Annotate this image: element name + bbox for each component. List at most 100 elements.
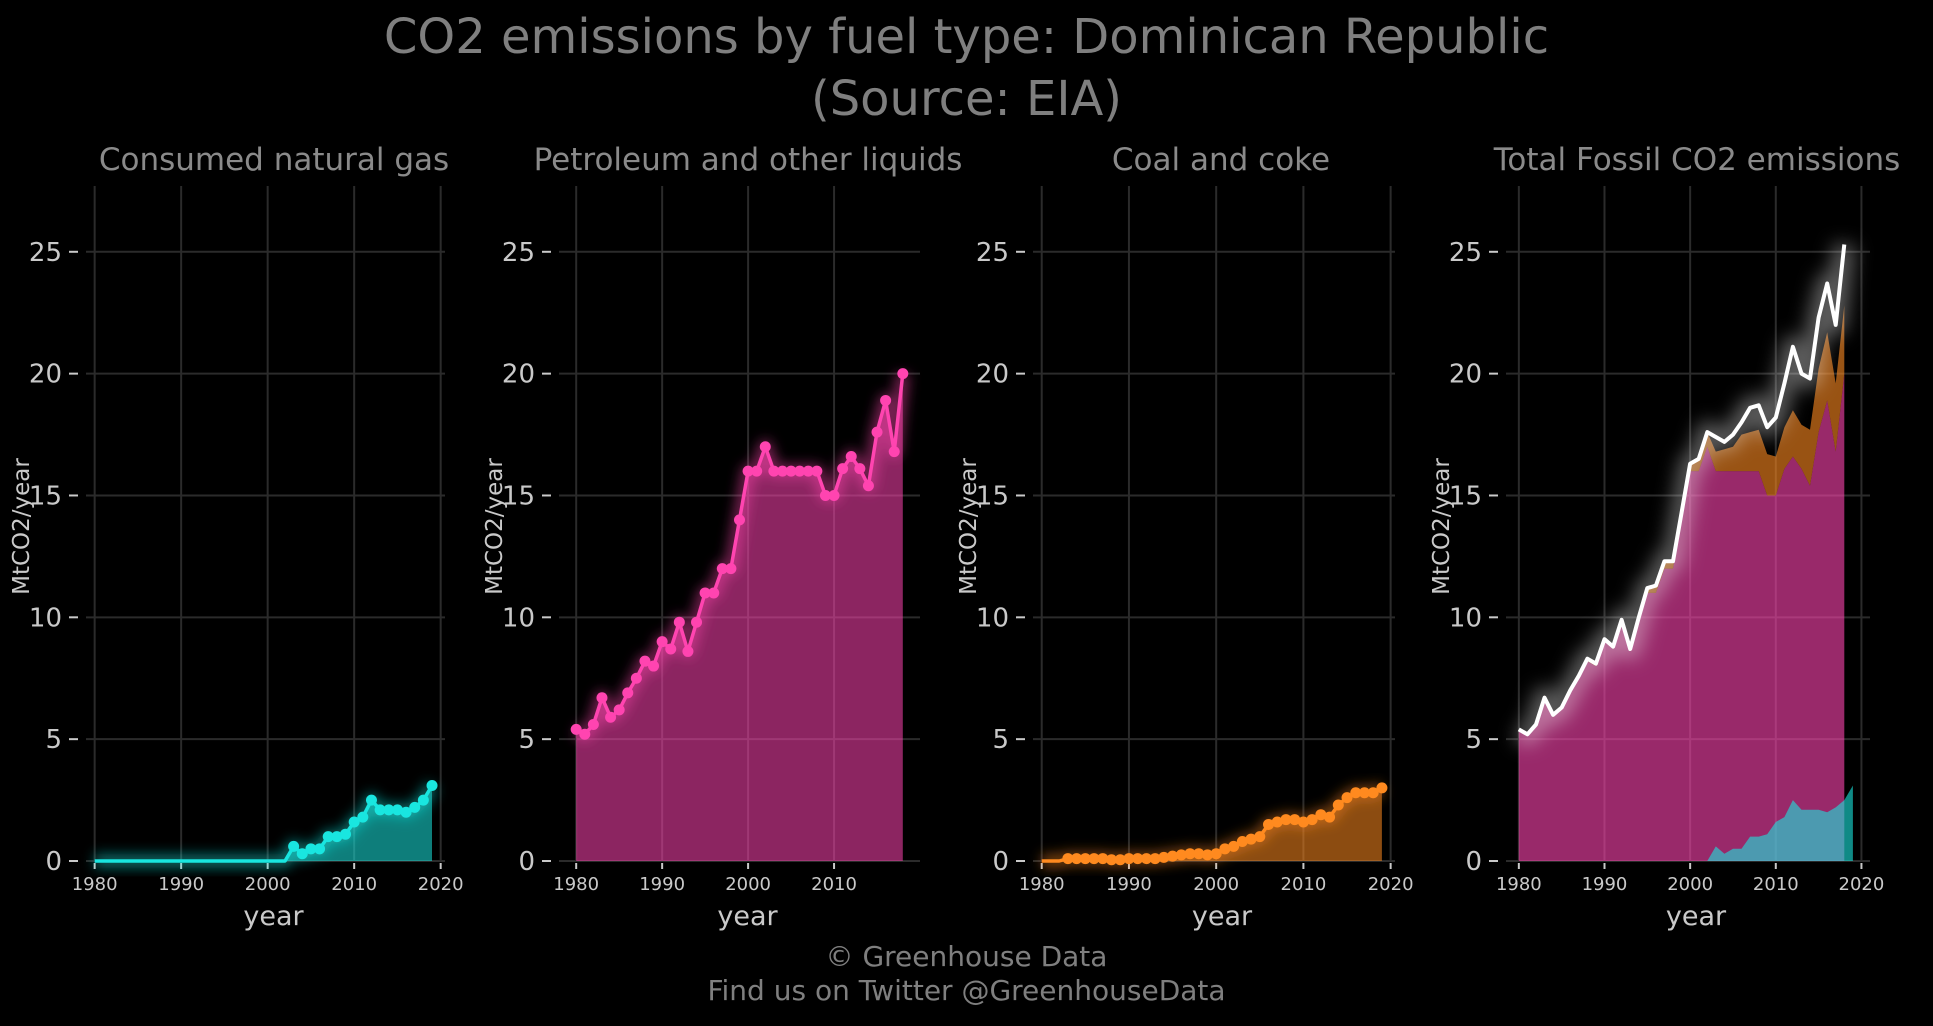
data-point: [699, 587, 711, 599]
data-point: [570, 723, 582, 735]
y-tick-label: 5: [1465, 725, 1482, 755]
x-tick-label: 2010: [1281, 874, 1327, 895]
y-tick-label: 20: [29, 360, 62, 390]
series-line: [94, 784, 434, 863]
y-axis-label: MtCO2/year: [482, 458, 508, 595]
data-point: [1289, 814, 1301, 826]
x-tick-label: 2020: [1839, 874, 1885, 895]
data-point: [802, 465, 814, 477]
x-axis-label: year: [1192, 901, 1253, 932]
data-point: [1280, 814, 1292, 826]
data-point: [409, 801, 421, 813]
data-point: [400, 806, 412, 818]
data-point: [837, 463, 849, 475]
data-point: [794, 465, 806, 477]
y-tick-label: 25: [1449, 238, 1482, 268]
data-point: [605, 711, 617, 723]
x-tick-label: 2010: [1753, 874, 1799, 895]
data-point: [656, 636, 668, 648]
data-point: [639, 655, 651, 667]
panel-title: Petroleum and other liquids: [534, 142, 963, 178]
data-point: [1097, 853, 1109, 865]
x-tick-label: 2000: [1667, 874, 1713, 895]
panel-2: 0 5 10 15 20 25 1980 1990 2000 2010 Petroleum and …: [482, 142, 962, 932]
y-tick-label: 0: [992, 847, 1009, 877]
data-point: [845, 450, 857, 462]
footer-twitter: Find us on Twitter @GreenhouseData: [707, 974, 1226, 1007]
x-tick-label: 1980: [553, 874, 599, 895]
x-tick-label: 2000: [1193, 874, 1239, 895]
data-point: [322, 831, 334, 843]
data-point: [1106, 854, 1118, 866]
x-tick-label: 2000: [245, 874, 291, 895]
data-point: [725, 563, 737, 575]
panel-1: 0 5 10 15 20 25 1980 1990 2000 2010 2020 Consumed n…: [9, 142, 464, 932]
y-tick-label: 10: [502, 603, 535, 633]
data-point: [708, 587, 720, 599]
y-axis-label: MtCO2/year: [1429, 458, 1455, 595]
panel-title: Consumed natural gas: [99, 142, 449, 178]
data-point: [374, 804, 386, 816]
x-tick-label: 1990: [1106, 874, 1152, 895]
data-point: [759, 441, 771, 453]
data-point: [1114, 854, 1126, 866]
data-point: [1341, 792, 1353, 804]
y-tick-label: 25: [29, 238, 62, 268]
data-point: [1175, 849, 1187, 861]
stack-area-gas: [1518, 785, 1853, 861]
chart-title-line2: (Source: EIA): [810, 71, 1123, 127]
data-point: [579, 728, 591, 740]
y-tick-label: 10: [29, 603, 62, 633]
data-point: [1358, 787, 1370, 799]
data-point: [1088, 853, 1100, 865]
data-point: [1271, 816, 1283, 828]
y-tick-label: 0: [1465, 847, 1482, 877]
data-point: [871, 426, 883, 438]
x-tick-label: 1980: [1496, 874, 1542, 895]
data-point: [1158, 851, 1170, 863]
y-tick-label: 15: [29, 481, 62, 511]
panel-title: Coal and coke: [1112, 142, 1330, 178]
data-point: [426, 779, 438, 791]
x-tick-label: 1990: [158, 874, 204, 895]
data-point: [314, 843, 326, 855]
data-point: [1254, 831, 1266, 843]
data-point: [1184, 848, 1196, 860]
chart-title-line1: CO2 emissions by fuel type: Dominican Re…: [383, 9, 1550, 65]
x-tick-label: 1980: [1019, 874, 1065, 895]
data-point: [888, 446, 900, 458]
data-point: [296, 848, 308, 860]
y-axis-label: MtCO2/year: [956, 458, 982, 595]
data-point: [682, 645, 694, 657]
data-point: [1315, 809, 1327, 821]
data-point: [742, 465, 754, 477]
data-point: [1263, 818, 1275, 830]
data-point: [1062, 853, 1074, 865]
y-tick-label: 0: [518, 847, 535, 877]
data-point: [1079, 853, 1091, 865]
x-tick-label: 2010: [811, 874, 857, 895]
data-point: [288, 840, 300, 852]
data-point: [1193, 848, 1205, 860]
data-point: [357, 811, 369, 823]
total-line: [1517, 244, 1847, 737]
data-point: [862, 480, 874, 492]
x-tick-label: 2020: [1368, 874, 1414, 895]
x-axis-label: year: [1666, 901, 1727, 932]
data-point: [340, 828, 352, 840]
data-point: [648, 660, 660, 672]
data-point: [691, 616, 703, 628]
y-tick-label: 15: [502, 481, 535, 511]
data-point: [811, 465, 823, 477]
footer: © Greenhouse Data Find us on Twitter @Gr…: [0, 940, 1933, 1008]
data-point: [1228, 840, 1240, 852]
data-point: [819, 489, 831, 501]
panel-3: 0 5 10 15 20 25 1980 1990 2000 2010 2020 Coal and c…: [956, 142, 1414, 932]
y-tick-label: 10: [976, 603, 1009, 633]
y-tick-label: 5: [992, 725, 1009, 755]
data-point: [880, 394, 892, 406]
data-point: [1132, 853, 1144, 865]
panel-4: 0 5 10 15 20 25 1980 1990 2000 2010 2020 Total Foss…: [1429, 142, 1900, 932]
y-tick-label: 5: [518, 725, 535, 755]
data-point: [613, 704, 625, 716]
